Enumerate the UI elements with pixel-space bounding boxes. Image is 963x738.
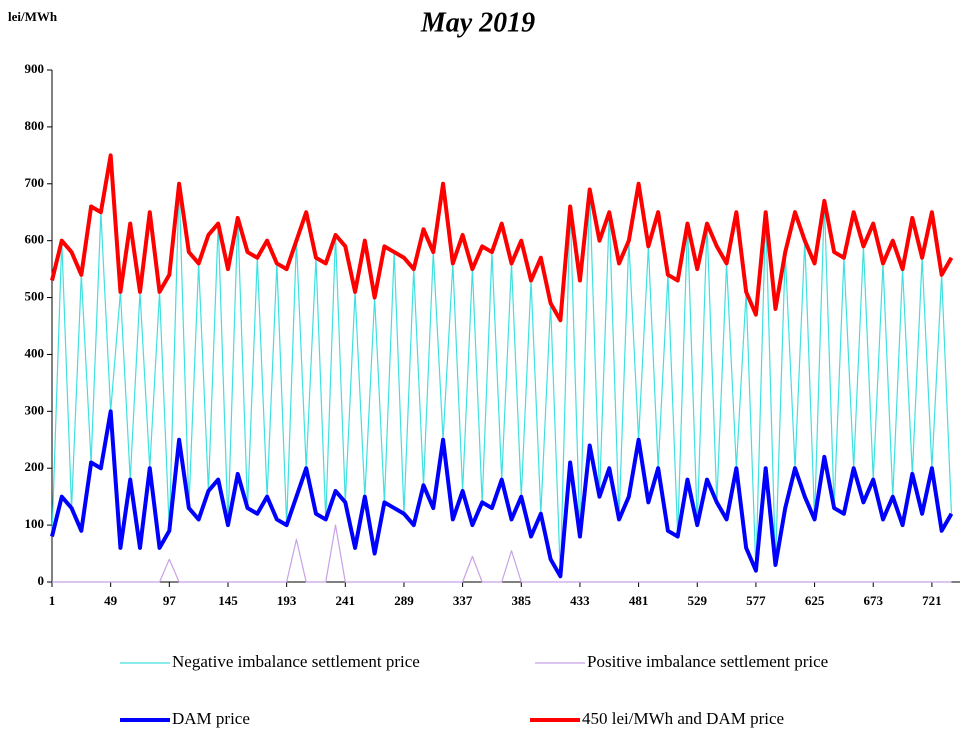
x-tick-label: 385	[512, 593, 532, 608]
chart-title: May 2019	[420, 7, 535, 38]
y-tick-label: 300	[25, 402, 45, 417]
x-tick-label: 145	[218, 593, 238, 608]
y-tick-label: 900	[25, 61, 45, 76]
series-line	[50, 409, 954, 579]
y-tick-label: 0	[38, 573, 45, 588]
legend-label: Negative imbalance settlement price	[172, 652, 420, 671]
x-tick-label: 97	[163, 593, 177, 608]
x-tick-label: 673	[863, 593, 883, 608]
y-tick-label: 800	[25, 118, 45, 133]
y-tick-label: 600	[25, 232, 45, 247]
y-tick-label: 500	[25, 289, 45, 304]
x-tick-label: 49	[104, 593, 118, 608]
x-tick-label: 337	[453, 593, 473, 608]
series-line	[52, 524, 952, 583]
y-tick-label: 100	[25, 516, 45, 531]
series-line	[50, 153, 954, 323]
y-tick-label: 200	[25, 459, 45, 474]
x-tick-label: 433	[570, 593, 590, 608]
x-tick-label: 193	[277, 593, 297, 608]
x-tick-label: 529	[688, 593, 708, 608]
x-tick-label: 241	[336, 593, 356, 608]
legend-label: DAM price	[172, 709, 250, 728]
x-tick-label: 289	[394, 593, 414, 608]
y-axis-label: lei/MWh	[8, 9, 58, 24]
y-tick-label: 700	[25, 175, 45, 190]
x-tick-label: 577	[746, 593, 766, 608]
x-tick-label: 721	[922, 593, 942, 608]
x-tick-label: 481	[629, 593, 649, 608]
legend-label: Positive imbalance settlement price	[587, 652, 828, 671]
legend-label: 450 lei/MWh and DAM price	[582, 709, 784, 728]
x-tick-label: 1	[49, 593, 56, 608]
x-tick-label: 625	[805, 593, 825, 608]
y-tick-label: 400	[25, 345, 45, 360]
